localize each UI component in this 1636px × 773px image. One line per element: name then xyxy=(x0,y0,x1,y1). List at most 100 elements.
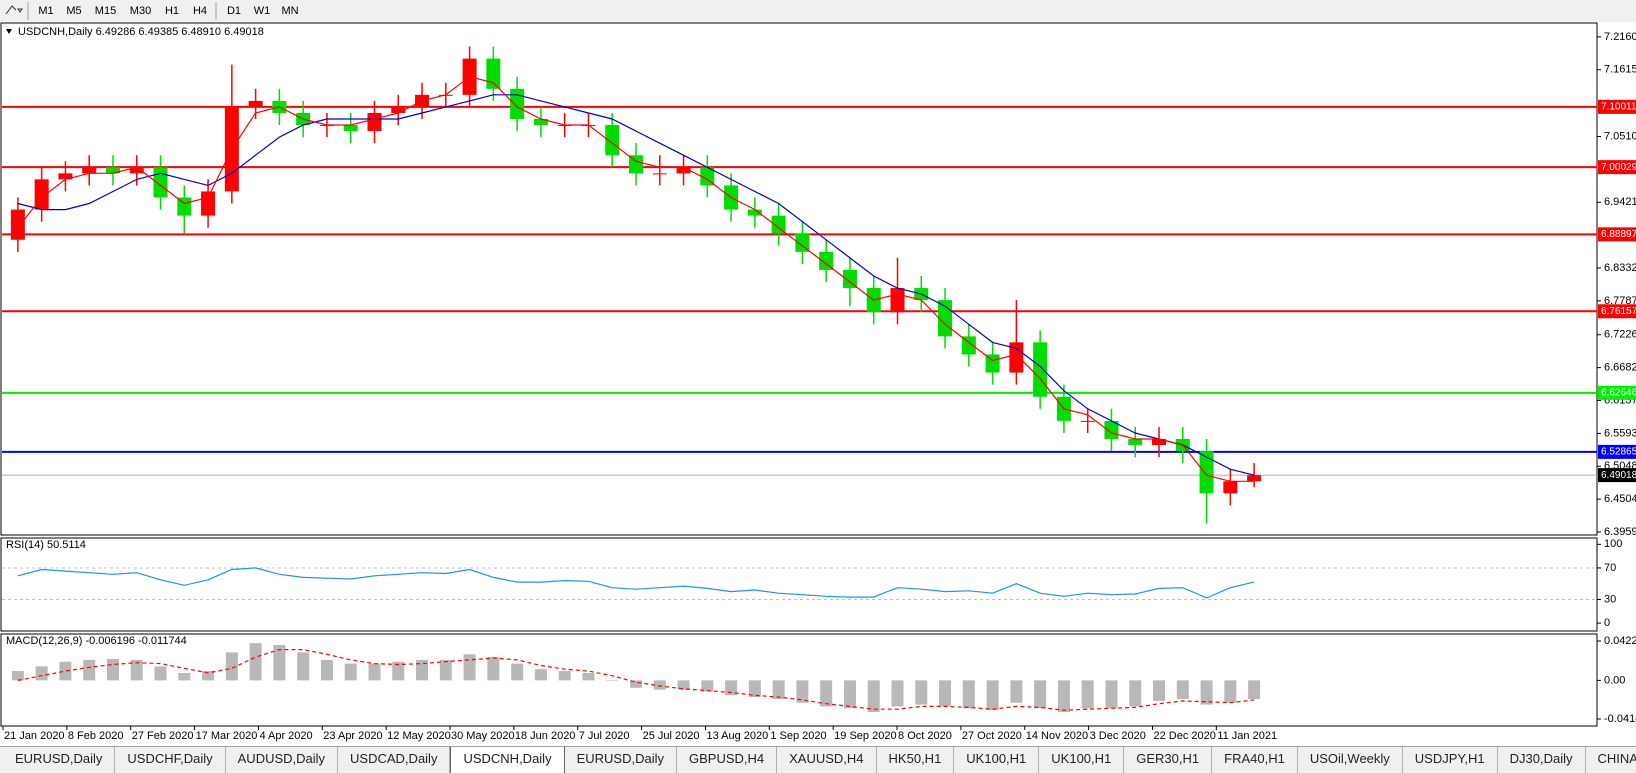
timeframe-button[interactable]: W1 xyxy=(254,5,271,17)
macd-bar xyxy=(1034,680,1047,709)
symbol-header: USDCNH,Daily 6.49286 6.49385 6.48910 6.4… xyxy=(18,26,264,38)
chart-tab[interactable]: HK50,H1 xyxy=(877,747,955,773)
macd-bar xyxy=(843,680,856,709)
date-label: 8 Feb 2020 xyxy=(68,730,124,742)
candle-body xyxy=(842,269,857,289)
level-label-bg xyxy=(1598,468,1636,483)
chart-tab[interactable]: DJ30,Daily xyxy=(1498,747,1586,773)
chart-tab[interactable]: EURUSD,Daily xyxy=(3,747,116,773)
macd-bar xyxy=(202,671,215,681)
macd-bar xyxy=(1105,680,1118,709)
date-label: 8 Oct 2020 xyxy=(898,730,952,742)
candle-body xyxy=(201,191,216,216)
candle-body xyxy=(10,209,25,240)
candle-body xyxy=(486,58,501,89)
rsi-tick-label: 30 xyxy=(1604,593,1616,605)
ma-fast-line xyxy=(17,76,1255,482)
macd-tick-label: -0.04148 xyxy=(1604,713,1636,725)
macd-bar xyxy=(915,680,928,705)
ma-slow-line xyxy=(17,94,1255,476)
macd-bar xyxy=(1057,680,1070,713)
date-label: 1 Sep 2020 xyxy=(770,730,826,742)
tab-bar: EURUSD,Daily USDCHF,Daily AUDUSD,Daily USDC… xyxy=(0,746,1636,773)
rsi-tick-label: 0 xyxy=(1604,617,1610,629)
level-label-bg xyxy=(1598,160,1636,175)
candle-body xyxy=(533,119,548,126)
chart-tab[interactable]: USDCNH,Daily xyxy=(450,747,565,773)
price-tick-label: 6.72265 xyxy=(1604,329,1636,341)
macd-bar xyxy=(344,663,357,681)
macd-bar xyxy=(249,643,262,681)
macd-bar xyxy=(1153,680,1166,701)
date-label: 27 Oct 2020 xyxy=(962,730,1022,742)
chart-tab[interactable]: USOil,Weekly xyxy=(1298,747,1403,773)
date-label: 27 Feb 2020 xyxy=(132,730,194,742)
chart-tab[interactable]: USDJPY,H1 xyxy=(1403,747,1498,773)
chart-tab[interactable]: EURUSD,Daily xyxy=(565,747,677,773)
price-tick-label: 6.45040 xyxy=(1604,493,1636,505)
date-label: 18 Jun 2020 xyxy=(515,730,576,742)
candle-body xyxy=(1223,481,1238,494)
candle-body xyxy=(890,288,905,313)
candle-body xyxy=(1199,451,1214,494)
level-label: 6.62646 xyxy=(1601,387,1636,398)
level-label: 6.76157 xyxy=(1601,306,1636,317)
date-label: 13 Aug 2020 xyxy=(706,730,768,742)
macd-bar xyxy=(178,672,191,681)
toolbar-icon xyxy=(5,5,23,15)
rsi-line xyxy=(17,567,1255,599)
toolbar xyxy=(0,0,1636,22)
macd-bar xyxy=(154,666,167,681)
chart-tab[interactable]: UK100,H1 xyxy=(1039,747,1125,773)
price-tick-label: 6.77875 xyxy=(1604,295,1636,307)
chart-tab[interactable]: GER30,H1 xyxy=(1124,747,1213,773)
timeframe-button[interactable]: M30 xyxy=(130,5,151,17)
candle-body xyxy=(1152,439,1167,446)
timeframe-button[interactable]: D1 xyxy=(227,5,241,17)
chart-tab[interactable]: XAUUSD,H4 xyxy=(777,747,877,773)
level-label: 6.52865 xyxy=(1601,447,1636,458)
chart-tab[interactable]: USDCHF,Daily xyxy=(115,747,226,773)
chart-tab[interactable]: USDCAD,Daily xyxy=(338,747,451,773)
macd-bar xyxy=(630,680,642,688)
timeframe-button[interactable]: H4 xyxy=(193,5,207,17)
macd-bar xyxy=(796,680,809,703)
level-label: 7.00029 xyxy=(1601,162,1636,173)
macd-bar xyxy=(939,680,952,707)
candle-body xyxy=(129,167,144,174)
timeframe-button[interactable]: H1 xyxy=(165,5,179,17)
macd-bar xyxy=(225,652,238,681)
chart-tab[interactable]: GBPUSD,H4 xyxy=(677,747,778,773)
price-tick-label: 7.05105 xyxy=(1604,130,1636,142)
price-tick-label: 6.55930 xyxy=(1604,427,1636,439)
date-label: 23 Apr 2020 xyxy=(323,730,382,742)
date-label: 14 Nov 2020 xyxy=(1026,730,1088,742)
price-tick-label: 7.16155 xyxy=(1604,64,1636,76)
macd-bar xyxy=(106,658,119,681)
macd-bar xyxy=(677,680,690,690)
date-label: 19 Sep 2020 xyxy=(834,730,896,742)
macd-bar xyxy=(606,680,619,681)
rsi-header: RSI(14) 50.5114 xyxy=(6,539,86,551)
rsi-tick-label: 70 xyxy=(1604,562,1616,574)
macd-tick-label: 0.00 xyxy=(1604,674,1625,686)
timeframe-button[interactable]: M1 xyxy=(38,5,53,17)
date-label: 3 Dec 2020 xyxy=(1090,730,1146,742)
macd-bar xyxy=(1248,680,1261,699)
timeframe-button[interactable]: M15 xyxy=(95,5,116,17)
macd-bar xyxy=(1129,680,1142,707)
chart-tab[interactable]: AUDUSD,Daily xyxy=(226,747,339,773)
chart-tab[interactable]: UK100,H1 xyxy=(954,747,1040,773)
candle-body xyxy=(153,167,168,198)
macd-bar xyxy=(1200,680,1213,705)
timeframe-button[interactable]: MN xyxy=(281,5,298,17)
macd-bar xyxy=(1081,680,1094,709)
chart-tab[interactable]: CHINA300,H1 xyxy=(1586,747,1636,773)
date-label: 21 Jan 2020 xyxy=(4,730,65,742)
chart-tab[interactable]: FRA40,H1 xyxy=(1212,747,1298,773)
macd-bar xyxy=(487,657,500,681)
candle-body xyxy=(510,88,525,119)
timeframe-button[interactable]: M5 xyxy=(66,5,81,17)
macd-bar xyxy=(273,644,286,681)
price-tick-label: 6.66820 xyxy=(1604,362,1636,374)
